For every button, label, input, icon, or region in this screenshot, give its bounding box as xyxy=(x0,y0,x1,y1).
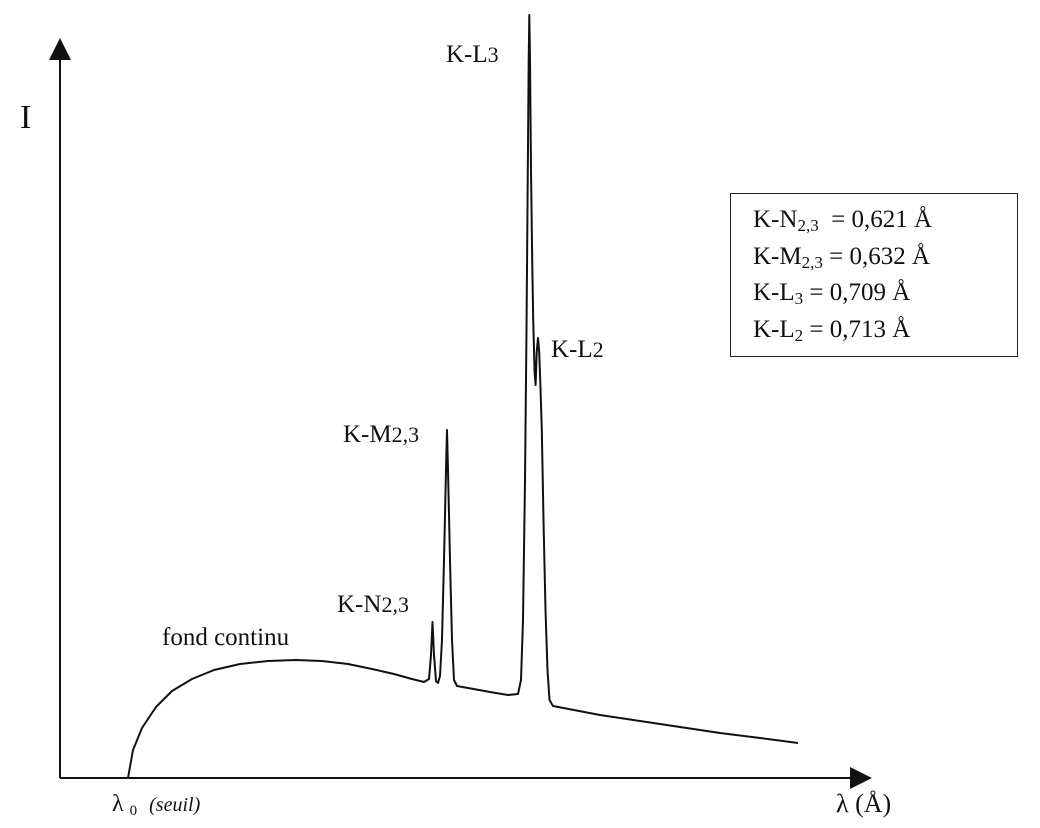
legend-item-kn23-name: K-N xyxy=(753,206,798,233)
peak-label-kl3-sub: 3 xyxy=(488,42,499,67)
continuum-label: fond continu xyxy=(162,624,290,651)
y-axis-arrow xyxy=(49,38,71,60)
legend-item-kl2-value: = 0,713 Å xyxy=(809,315,911,343)
legend-item-kl2: K-L2 = 0,713 Å xyxy=(753,312,1017,349)
legend-item-kn23-sub: 2,3 xyxy=(797,216,819,235)
peak-label-kl3: K-L3 xyxy=(446,41,499,68)
peak-label-kl2-name: K-L xyxy=(551,336,593,363)
spectrum-curve xyxy=(127,14,799,779)
legend-item-kl3: K-L3 = 0,709 Å xyxy=(753,275,1017,312)
legend-item-kn23-value: = 0,621 Å xyxy=(831,206,933,233)
peak-label-kl2-sub: 2 xyxy=(593,337,604,362)
legend-item-km23-name: K-M xyxy=(753,242,802,270)
peak-label-kn23: K-N2,3 xyxy=(337,591,409,618)
legend-item-kn23: K-N2,3 = 0,621 Å xyxy=(753,202,1017,239)
peak-label-kn23-sub: 2,3 xyxy=(381,592,409,617)
peak-label-kn23-name: K-N xyxy=(337,591,381,618)
peak-label-kl2: K-L2 xyxy=(551,336,604,363)
legend-item-kl3-name: K-L xyxy=(753,279,795,306)
peak-label-km23-name: K-M xyxy=(343,421,392,448)
peak-label-km23: K-M2,3 xyxy=(343,421,419,448)
peak-label-km23-sub: 2,3 xyxy=(392,422,420,447)
peak-label-kl3-name: K-L xyxy=(446,41,488,68)
x-axis-arrow xyxy=(850,767,872,789)
threshold-label: λ 0 (seuil) xyxy=(112,791,201,821)
legend-box: K-N2,3 = 0,621 Å K-M2,3 = 0,632 Å K-L3 =… xyxy=(730,193,1018,357)
legend-item-kl2-name: K-L xyxy=(753,315,795,343)
legend-item-km23-value: = 0,632 Å xyxy=(829,242,931,270)
x-axis-label: λ (Å) xyxy=(836,789,891,818)
y-axis-label: I xyxy=(20,99,31,136)
legend-item-kl3-value: = 0,709 Å xyxy=(809,279,911,306)
legend-item-kl2-sub: 2 xyxy=(794,325,804,345)
threshold-subscript: 0 xyxy=(130,803,138,819)
legend-item-km23: K-M2,3 = 0,632 Å xyxy=(753,239,1017,276)
threshold-note: (seuil) xyxy=(149,794,200,816)
legend-item-km23-sub: 2,3 xyxy=(801,252,823,272)
legend-item-kl3-sub: 3 xyxy=(794,289,804,308)
threshold-lambda: λ xyxy=(112,791,124,817)
